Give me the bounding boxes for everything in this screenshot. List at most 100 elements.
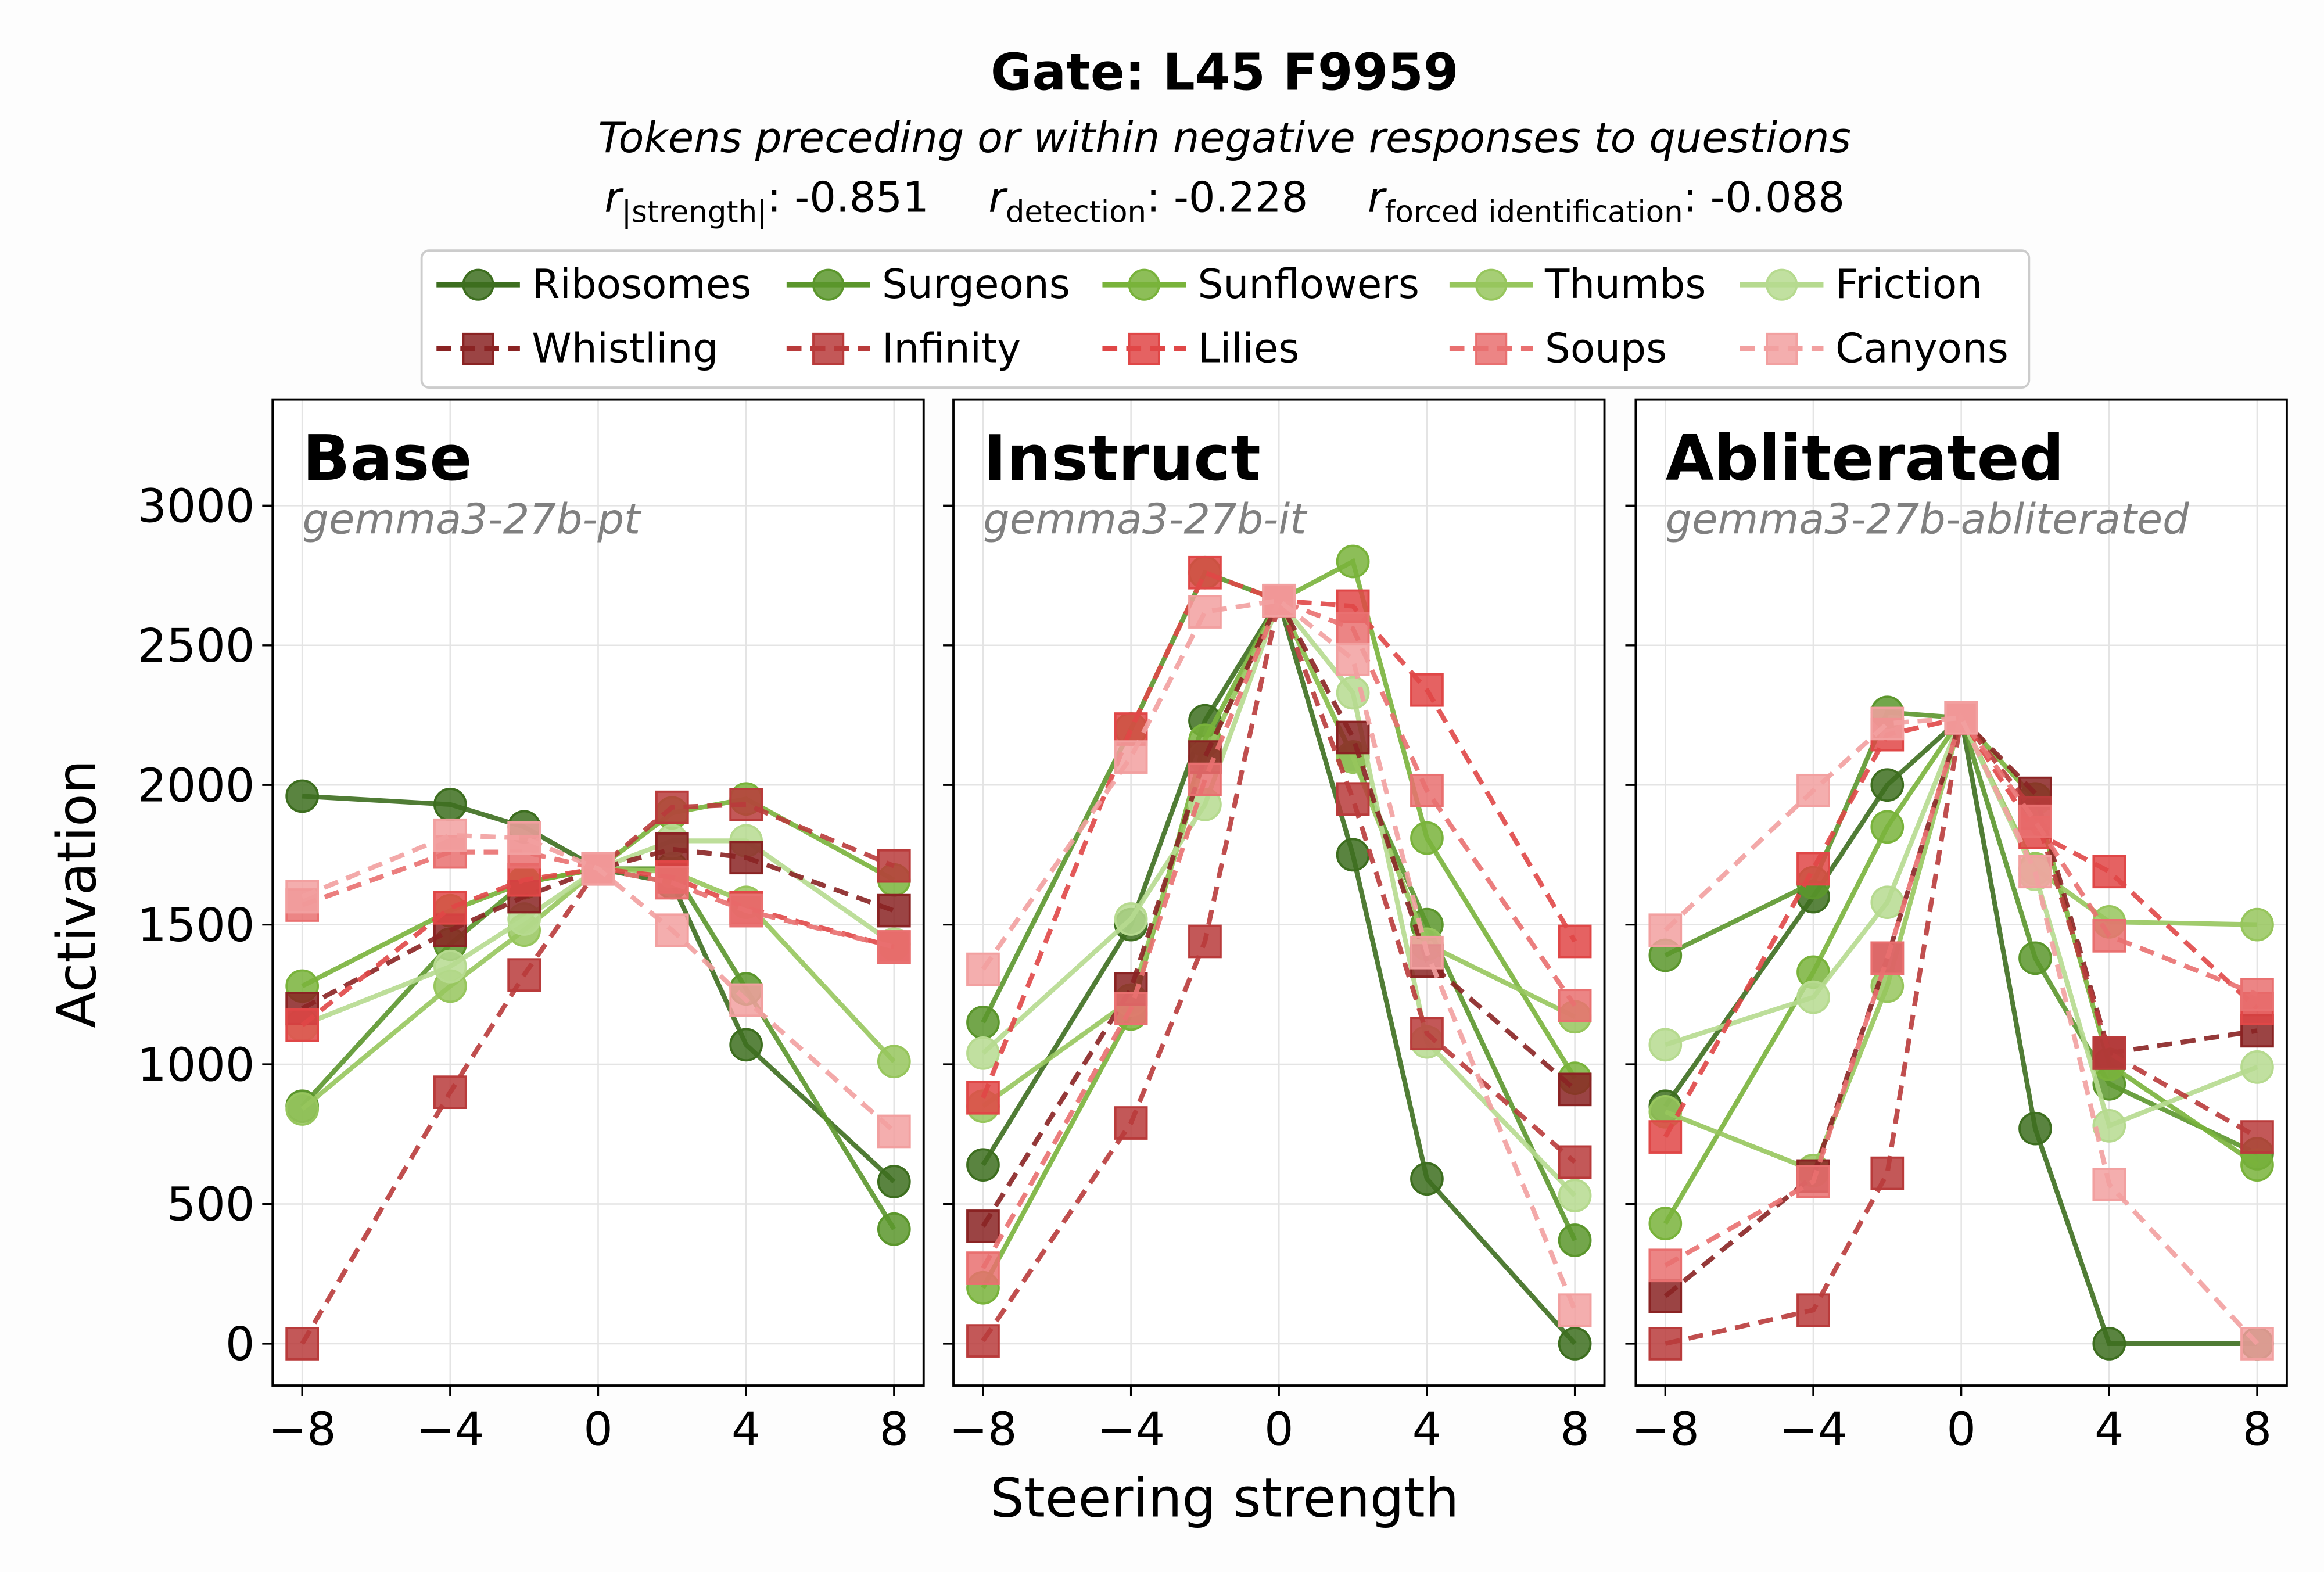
x-tick-label: −4 <box>1097 1402 1165 1456</box>
correlation-subscript: forced identification <box>1385 195 1683 229</box>
data-point <box>1336 612 1370 645</box>
legend-item-soups: Soups <box>1449 326 1667 372</box>
data-point <box>729 893 763 928</box>
data-point <box>966 1006 1000 1039</box>
x-tick-label: 0 <box>1946 1402 1976 1456</box>
legend-item-ribosomes: Ribosomes <box>436 261 751 308</box>
panel-title: Base <box>303 422 472 495</box>
data-point <box>877 1165 911 1198</box>
data-point <box>1870 768 1905 802</box>
data-point <box>1188 762 1222 796</box>
x-tick-label: 8 <box>2243 1402 2272 1456</box>
data-point <box>1648 1207 1683 1240</box>
legend-marker-square <box>1475 332 1508 365</box>
data-point <box>1648 913 1683 947</box>
legend-marker-square <box>462 332 494 365</box>
legend-item-infinity: Infinity <box>786 326 1021 372</box>
correlation-symbol: r <box>604 173 624 222</box>
data-point <box>433 818 467 852</box>
legend-item-lilies: Lilies <box>1102 326 1299 372</box>
legend-label: Canyons <box>1835 326 2009 372</box>
data-point <box>966 1324 1000 1358</box>
data-point <box>966 952 1000 986</box>
legend-marker-circle <box>1766 268 1798 301</box>
x-tick-label: 4 <box>2095 1402 2124 1456</box>
data-point <box>2092 1327 2126 1361</box>
data-point <box>433 949 467 984</box>
correlation-value: : -0.228 <box>1146 173 1308 222</box>
data-point <box>1410 773 1444 807</box>
panel-model-name: gemma3-27b-abliterated <box>1666 494 2189 543</box>
data-point <box>1558 1145 1592 1179</box>
data-point <box>1262 583 1296 618</box>
series-canyons <box>966 583 1592 1327</box>
legend-marker-square <box>1766 332 1798 365</box>
correlation-line: r|strength|: -0.851 rdetection: -0.228 rfo… <box>604 173 1845 230</box>
data-point <box>1410 821 1444 855</box>
data-point <box>1336 642 1370 676</box>
data-point <box>433 891 467 925</box>
data-point <box>581 852 615 886</box>
data-point <box>1558 1179 1592 1212</box>
data-point <box>1870 1156 1905 1190</box>
data-point <box>1796 980 1830 1014</box>
legend-marker-circle <box>1475 268 1508 301</box>
series-soups <box>966 583 1592 1285</box>
data-point <box>877 1114 911 1149</box>
data-point <box>1188 924 1222 959</box>
legend-marker-circle <box>1128 268 1160 301</box>
data-point <box>1410 1017 1444 1051</box>
data-point <box>729 1028 763 1062</box>
y-tick-label: 500 <box>167 1178 255 1232</box>
data-point <box>1410 1162 1444 1196</box>
data-point <box>1558 1293 1592 1327</box>
data-point <box>1410 673 1444 707</box>
data-point <box>1114 1106 1148 1140</box>
y-tick-label: 1500 <box>137 898 254 952</box>
x-tick-label: 4 <box>731 1402 761 1456</box>
data-point <box>966 1148 1000 1182</box>
data-point <box>877 849 911 883</box>
legend-marker-square <box>812 332 845 365</box>
x-tick-label: 0 <box>583 1402 613 1456</box>
data-point <box>285 1327 320 1361</box>
data-point <box>2018 855 2052 889</box>
panel-frame <box>952 398 1606 1387</box>
data-point <box>1558 1223 1592 1257</box>
data-point <box>285 1008 320 1042</box>
data-point <box>1114 902 1148 936</box>
y-tick-label: 2500 <box>137 619 254 673</box>
panel-base: 0 500 1000 1500 2000 2500 3000 −8 −4 0 4 8 Basegemma… <box>137 398 925 1456</box>
x-tick-label: −4 <box>1779 1402 1847 1456</box>
data-point <box>1796 852 1830 886</box>
data-point <box>877 1212 911 1246</box>
data-point <box>507 958 541 992</box>
series-canyons <box>285 818 911 1149</box>
panel-model-name: gemma3-27b-it <box>983 494 1308 543</box>
y-tick-label: 3000 <box>137 479 254 533</box>
x-tick-label: 8 <box>1560 1402 1590 1456</box>
data-point <box>966 1081 1000 1115</box>
legend-item-whistling: Whistling <box>436 326 718 372</box>
correlation-text: r|strength|: -0.851 rdetection: -0.228 rfo… <box>604 173 1845 230</box>
data-point <box>2092 1109 2126 1143</box>
data-point <box>1336 544 1370 579</box>
legend-label: Surgeons <box>882 261 1070 308</box>
data-point <box>877 930 911 964</box>
data-point <box>2240 1050 2274 1084</box>
data-point <box>729 841 763 875</box>
data-point <box>1114 712 1148 746</box>
chart-subtitle: Tokens preceding or within negative resp… <box>598 113 1851 162</box>
data-point <box>507 821 541 855</box>
legend-label: Friction <box>1835 261 1982 308</box>
x-tick-label: −8 <box>949 1402 1017 1456</box>
data-point <box>1870 706 1905 741</box>
data-point <box>2092 1036 2126 1070</box>
data-point <box>1336 782 1370 816</box>
data-point <box>729 983 763 1017</box>
correlation-symbol: r <box>988 173 1008 222</box>
legend-item-surgeons: Surgeons <box>786 261 1070 308</box>
data-point <box>877 893 911 928</box>
panel-title: Abliterated <box>1666 422 2064 495</box>
